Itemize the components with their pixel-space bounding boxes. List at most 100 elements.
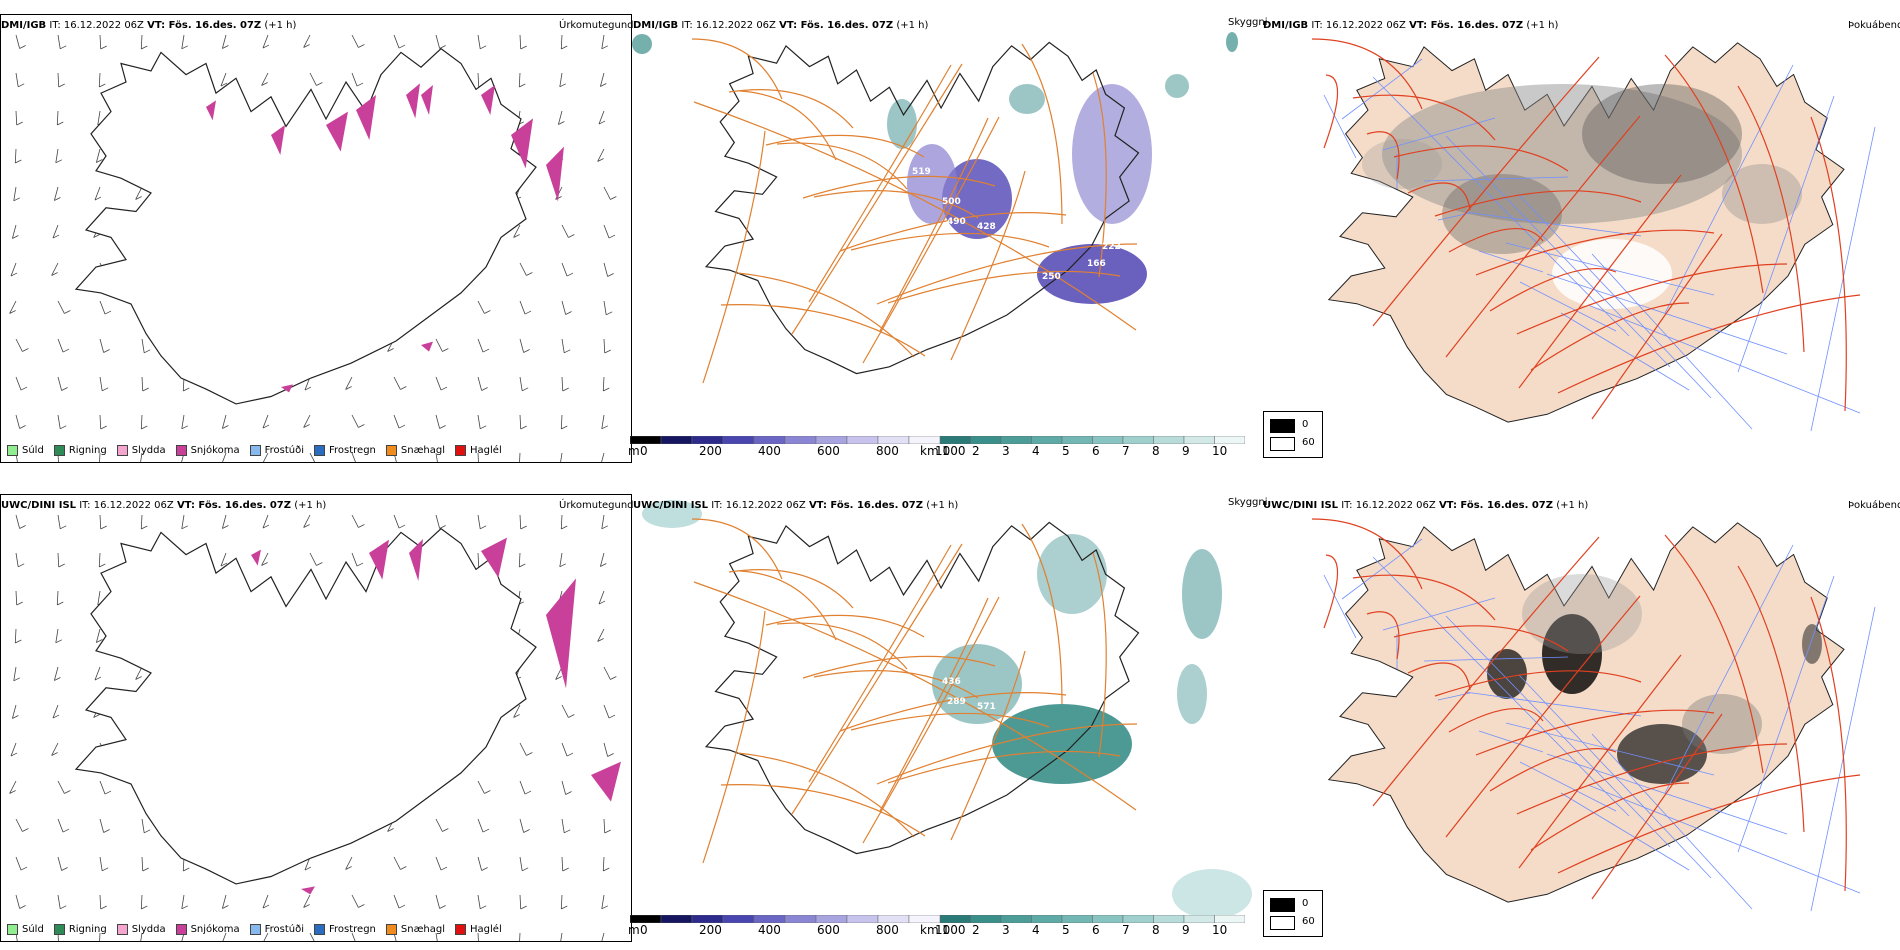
colorbar-tick-km: 7 bbox=[1122, 923, 1130, 937]
colorbar-cell bbox=[1183, 915, 1215, 923]
legend-item: Frostúði bbox=[249, 445, 304, 456]
title-precip-dmi: Úrkomutegund bbox=[559, 20, 634, 31]
visibility-value-label: 166 bbox=[1087, 259, 1106, 269]
colorbar-tick-km: 5 bbox=[1062, 923, 1070, 937]
colorbar-cell bbox=[1092, 436, 1124, 444]
legend-item: Frostúði bbox=[249, 924, 304, 935]
legend-swatch bbox=[175, 924, 187, 935]
colorbar-tick-m: 400 bbox=[758, 923, 781, 937]
colorbar-unit-km: km bbox=[920, 444, 939, 458]
legend-label: Slydda bbox=[131, 924, 166, 935]
precip-legend: Súld Rigning Slydda Snjókoma Frostúði Frostre… bbox=[7, 445, 502, 456]
colorbar-tick-m: 200 bbox=[699, 444, 722, 458]
visibility-value-label: 436 bbox=[942, 677, 961, 687]
visibility-value-label: 438 bbox=[1022, 282, 1041, 292]
legend-label: Frostregn bbox=[329, 445, 376, 456]
legend-swatch bbox=[314, 924, 325, 935]
panel-fog-uwc bbox=[1262, 494, 1900, 934]
colorbar-cell bbox=[1092, 915, 1124, 923]
visibility-map-uwc: 660 436 289 571 bbox=[642, 500, 1252, 919]
colorbar-tick-km: 2 bbox=[972, 444, 980, 458]
colorbar-cell bbox=[1153, 915, 1185, 923]
colorbar-tick-km: 2 bbox=[972, 923, 980, 937]
legend-swatch bbox=[455, 445, 467, 456]
colorbar-tick-km: 10 bbox=[1212, 444, 1228, 458]
colorbar-tick-km: 6 bbox=[1092, 923, 1100, 937]
title-precip-uwc: Úrkomutegund bbox=[559, 500, 634, 511]
colorbar-cell bbox=[691, 915, 724, 923]
colorbar-cell bbox=[1000, 436, 1032, 444]
legend-label: Snjókoma bbox=[190, 445, 240, 456]
visibility-colorbar-km-1: km 1 2 3 4 5 6 7 8 9 10 bbox=[920, 436, 1245, 458]
visibility-colorbar-m-2: m 0 200 400 600 800 1000 bbox=[628, 915, 966, 937]
legend-swatch bbox=[7, 445, 18, 456]
legend-item: Rigning bbox=[53, 445, 107, 456]
fog-low-swatch bbox=[1270, 916, 1295, 930]
colorbar-tick-m: 800 bbox=[876, 923, 899, 937]
fog-high-swatch bbox=[1270, 898, 1295, 912]
legend-label: Rigning bbox=[68, 924, 107, 935]
visibility-value-label: 571 bbox=[977, 702, 996, 712]
colorbar-tick-km: 10 bbox=[1212, 923, 1228, 937]
legend-item: Slydda bbox=[116, 924, 166, 935]
visibility-value-label: 490 bbox=[947, 217, 966, 227]
colorbar-tick-m: 0 bbox=[640, 923, 648, 937]
colorbar-cell bbox=[940, 915, 971, 923]
colorbar-unit-km: km bbox=[920, 923, 939, 937]
colorbar-cell bbox=[815, 915, 848, 923]
precip-map-uwc bbox=[9, 514, 621, 941]
colorbar-tick-km: 8 bbox=[1152, 444, 1160, 458]
colorbar-cell bbox=[846, 436, 879, 444]
visibility-value-label: 660 bbox=[912, 647, 931, 657]
colorbar-cell bbox=[846, 915, 879, 923]
legend-swatch bbox=[249, 445, 261, 456]
header-precip-dmi: DMI/IGB IT: 16.12.2022 06Z VT: Fös. 16.d… bbox=[1, 20, 297, 31]
colorbar-tick-m: 1000 bbox=[935, 923, 966, 937]
legend-label: Snæhagl bbox=[400, 445, 446, 456]
legend-label: Frostúði bbox=[264, 445, 304, 456]
panel-cloud-uwc: 660 436 289 571 bbox=[632, 494, 1262, 934]
header-cloud-uwc: UWC/DINI ISL IT: 16.12.2022 06Z VT: Fös.… bbox=[633, 500, 959, 511]
colorbar-tick-km: 6 bbox=[1092, 444, 1100, 458]
visibility-value-label: 428 bbox=[977, 222, 996, 232]
colorbar-cell bbox=[753, 436, 786, 444]
colorbar-cell bbox=[1122, 915, 1154, 923]
legend-swatch bbox=[385, 445, 397, 456]
colorbar-km-strip bbox=[940, 915, 1245, 923]
colorbar-cell bbox=[940, 436, 971, 444]
colorbar-tick-m: 400 bbox=[758, 444, 781, 458]
colorbar-tick-km: 1 bbox=[942, 923, 950, 937]
colorbar-cell bbox=[877, 436, 910, 444]
fog-low-label: 60 bbox=[1302, 437, 1315, 448]
legend-swatch bbox=[116, 445, 128, 456]
legend-label: Snjókoma bbox=[190, 924, 240, 935]
legend-item: Haglél bbox=[455, 924, 502, 935]
legend-label: Slydda bbox=[131, 445, 166, 456]
visibility-value-label: 222 bbox=[1102, 242, 1121, 252]
colorbar-cell bbox=[1122, 436, 1154, 444]
colorbar-tick-km: 8 bbox=[1152, 923, 1160, 937]
fog-map-uwc bbox=[1311, 518, 1876, 912]
colorbar-tick-km: 5 bbox=[1062, 444, 1070, 458]
colorbar-cell bbox=[1031, 436, 1063, 444]
colorbar-cell bbox=[908, 915, 940, 923]
colorbar-cell bbox=[1061, 436, 1093, 444]
colorbar-tick-km: 4 bbox=[1032, 444, 1040, 458]
fog-low-label: 60 bbox=[1302, 916, 1315, 927]
colorbar-cell bbox=[784, 436, 817, 444]
colorbar-tick-m: 600 bbox=[817, 444, 840, 458]
colorbar-tick-m: 200 bbox=[699, 923, 722, 937]
legend-item: Snæhagl bbox=[385, 445, 446, 456]
colorbar-tick-m: 600 bbox=[817, 923, 840, 937]
fog-high-label: 0 bbox=[1302, 419, 1309, 430]
visibility-value-label: 250 bbox=[1042, 272, 1061, 282]
colorbar-cell bbox=[630, 915, 662, 923]
colorbar-tick-km: 3 bbox=[1002, 444, 1010, 458]
colorbar-cell bbox=[660, 436, 693, 444]
colorbar-cell bbox=[1214, 436, 1245, 444]
colorbar-cell bbox=[970, 436, 1002, 444]
colorbar-cell bbox=[784, 915, 817, 923]
legend-item: Slydda bbox=[116, 445, 166, 456]
colorbar-m-strip bbox=[630, 436, 940, 444]
